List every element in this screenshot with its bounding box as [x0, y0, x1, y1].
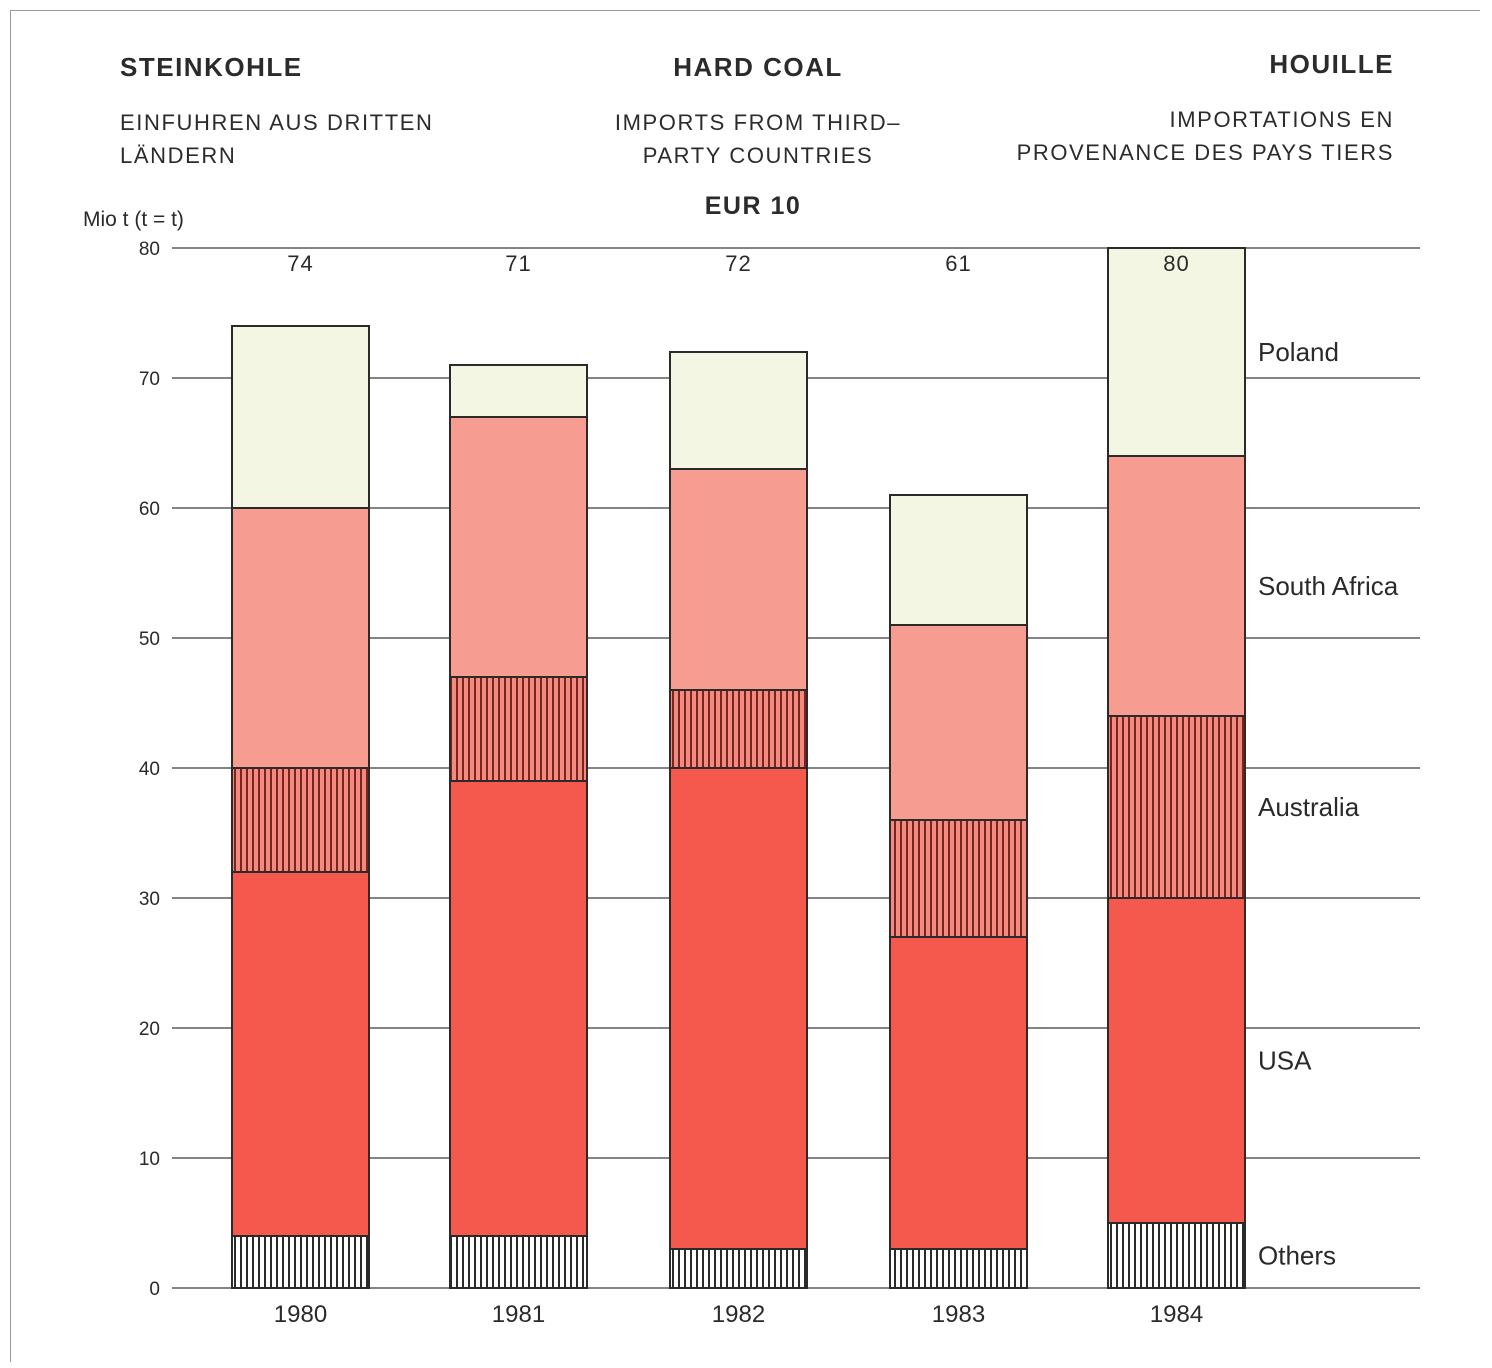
y-tick-label: 80: [139, 239, 160, 260]
title-french: HOUILLE: [1269, 49, 1394, 79]
bar-segment-poland-1982: [669, 351, 808, 470]
x-tick-label: 1983: [932, 1301, 985, 1328]
y-tick-label: 20: [139, 1019, 160, 1040]
bar-segment-others-1984: [1107, 1222, 1246, 1289]
bar-segment-australia-1984: [1107, 715, 1246, 899]
subtitle-english-line1: IMPORTS FROM THIRD–: [614, 110, 902, 135]
total-label: 71: [505, 251, 531, 276]
bar-segment-others-1980: [231, 1235, 370, 1289]
bar-segment-poland-1983: [889, 494, 1028, 626]
x-tick-label: 1984: [1150, 1301, 1203, 1328]
labels-layer: 1980 74 1981 71 1982 72 1983 61 1984 80 Others USA A…: [274, 251, 1399, 1328]
subtitle-german-line2: LÄNDERN: [120, 143, 237, 168]
subtitle-german-line1: EINFUHREN AUS DRITTEN: [120, 110, 434, 135]
bar-segment-australia-1981: [449, 676, 588, 782]
y-tick-label: 70: [139, 369, 160, 390]
x-tick-label: 1981: [492, 1301, 545, 1328]
y-tick-label: 30: [139, 889, 160, 910]
total-label: 80: [1163, 251, 1189, 276]
y-axis-label: Mio t (t = t): [83, 208, 184, 231]
bar-segment-usa-1984: [1107, 897, 1246, 1224]
bar-segment-south-africa-1984: [1107, 455, 1246, 717]
subtitle-french-line2: PROVENANCE DES PAYS TIERS: [1016, 140, 1394, 165]
bar-segment-south-africa-1982: [669, 468, 808, 691]
legend-label-others: Others: [1258, 1241, 1336, 1271]
legend-label-south-africa: South Africa: [1258, 571, 1399, 601]
legend-label-australia: Australia: [1258, 792, 1360, 822]
bar-segment-usa-1983: [889, 936, 1028, 1250]
y-tick-label: 10: [139, 1149, 160, 1170]
bar-segment-usa-1982: [669, 767, 808, 1250]
bar-segment-usa-1981: [449, 780, 588, 1237]
y-tick-label: 0: [149, 1279, 160, 1300]
y-tick-label: 50: [139, 629, 160, 650]
bar-segment-south-africa-1983: [889, 624, 1028, 821]
bar-segment-australia-1980: [231, 767, 370, 873]
page-frame: [10, 10, 1480, 1362]
y-tick-label: 60: [139, 499, 160, 520]
subtitle-english: IMPORTS FROM THIRD– PARTY COUNTRIES: [558, 106, 958, 172]
bar-segment-poland-1980: [231, 325, 370, 509]
bar-segment-others-1983: [889, 1248, 1028, 1289]
bar-segment-others-1982: [669, 1248, 808, 1289]
subtitle-french-line1: IMPORTATIONS EN: [1169, 107, 1394, 132]
subtitle-english-line2: PARTY COUNTRIES: [642, 143, 874, 168]
subtitle-german: EINFUHREN AUS DRITTEN LÄNDERN: [120, 106, 434, 172]
total-label: 72: [725, 251, 751, 276]
bar-segment-south-africa-1981: [449, 416, 588, 678]
x-tick-label: 1982: [712, 1301, 765, 1328]
subtitle-french: IMPORTATIONS EN PROVENANCE DES PAYS TIER…: [1017, 103, 1394, 169]
bar-segment-poland-1981: [449, 364, 588, 418]
y-tick-label: 40: [139, 759, 160, 780]
legend-label-usa: USA: [1258, 1046, 1312, 1076]
title-german: STEINKOHLE: [120, 52, 303, 82]
bar-segment-others-1981: [449, 1235, 588, 1289]
title-english: HARD COAL: [673, 52, 843, 82]
bar-segment-usa-1980: [231, 871, 370, 1237]
bar-segment-australia-1982: [669, 689, 808, 769]
bar-segment-south-africa-1980: [231, 507, 370, 769]
total-label: 74: [287, 251, 313, 276]
bars-layer: [231, 247, 1246, 1289]
x-tick-label: 1980: [274, 1301, 327, 1328]
bar-segment-australia-1983: [889, 819, 1028, 938]
region-label: EUR 10: [704, 192, 802, 220]
bar-segment-poland-1984: [1107, 247, 1246, 457]
total-label: 61: [945, 251, 971, 276]
legend-label-poland: Poland: [1258, 337, 1339, 367]
